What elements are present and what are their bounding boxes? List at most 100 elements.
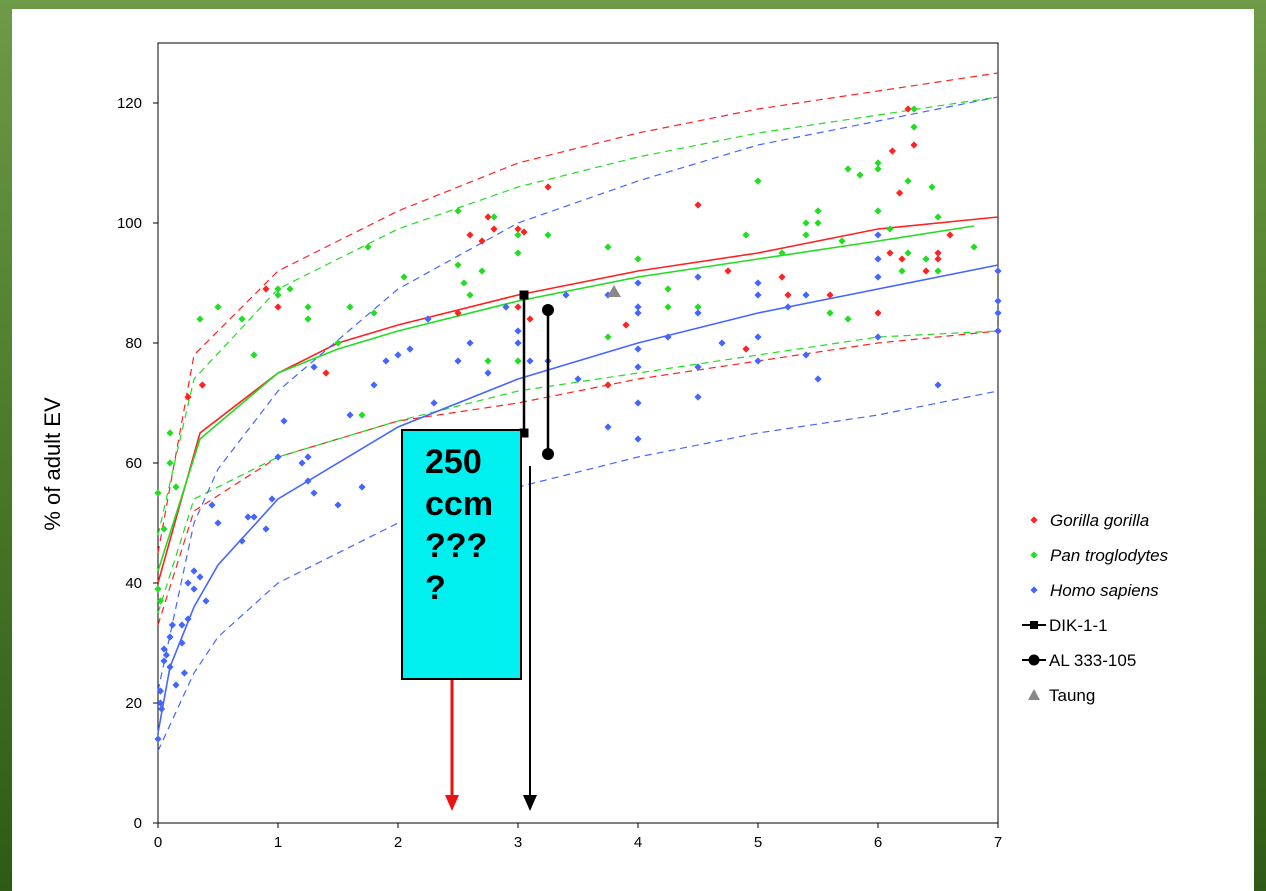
data-point bbox=[154, 735, 162, 743]
data-point bbox=[874, 165, 882, 173]
data-point bbox=[520, 228, 528, 236]
data-point bbox=[334, 339, 342, 347]
data-point bbox=[262, 285, 270, 293]
data-point bbox=[478, 237, 486, 245]
data-point bbox=[490, 225, 498, 233]
lower-bound-curve bbox=[157, 330, 999, 614]
data-point bbox=[604, 381, 612, 389]
data-point bbox=[168, 621, 176, 629]
data-point bbox=[778, 273, 786, 281]
data-point bbox=[454, 309, 462, 317]
data-point bbox=[874, 207, 882, 215]
data-point bbox=[754, 291, 762, 299]
data-point bbox=[886, 249, 894, 257]
fitted-mean-curve bbox=[157, 264, 999, 734]
x-tick-label: 2 bbox=[394, 834, 402, 851]
data-point bbox=[910, 141, 918, 149]
data-point bbox=[238, 537, 246, 545]
data-point bbox=[304, 315, 312, 323]
data-point bbox=[994, 327, 1002, 335]
data-point bbox=[604, 333, 612, 341]
data-point bbox=[888, 147, 896, 155]
data-point bbox=[814, 207, 822, 215]
lower-bound-curve bbox=[157, 390, 999, 752]
legend-marker bbox=[1030, 621, 1038, 629]
data-point bbox=[934, 213, 942, 221]
data-point bbox=[784, 303, 792, 311]
legend-label: Homo sapiens bbox=[1050, 581, 1159, 600]
data-point bbox=[322, 369, 330, 377]
x-tick-label: 3 bbox=[514, 834, 522, 851]
data-point bbox=[838, 237, 846, 245]
data-point bbox=[904, 105, 912, 113]
y-tick-label: 100 bbox=[117, 215, 142, 232]
data-point bbox=[166, 633, 174, 641]
data-point bbox=[358, 483, 366, 491]
data-point bbox=[694, 273, 702, 281]
y-tick-label: 120 bbox=[117, 95, 142, 112]
data-point bbox=[544, 231, 552, 239]
data-point bbox=[562, 291, 570, 299]
data-point bbox=[406, 345, 414, 353]
data-point bbox=[310, 363, 318, 371]
data-point bbox=[742, 231, 750, 239]
data-point bbox=[160, 645, 168, 653]
data-point bbox=[934, 267, 942, 275]
data-point bbox=[946, 231, 954, 239]
data-point bbox=[298, 459, 306, 467]
data-point bbox=[364, 243, 372, 251]
y-tick-label: 80 bbox=[125, 335, 142, 352]
y-axis-title: % of adult EV bbox=[40, 397, 65, 531]
upper-bound-curve bbox=[157, 96, 999, 692]
fitted-mean-curve bbox=[157, 216, 999, 584]
data-point bbox=[874, 159, 882, 167]
data-point bbox=[184, 615, 192, 623]
data-point bbox=[634, 345, 642, 353]
data-point bbox=[844, 165, 852, 173]
data-point bbox=[934, 381, 942, 389]
data-point bbox=[754, 279, 762, 287]
data-point bbox=[622, 321, 630, 329]
fossil-marker bbox=[542, 304, 554, 316]
plot-frame bbox=[157, 42, 999, 824]
data-point bbox=[886, 225, 894, 233]
data-point bbox=[934, 255, 942, 263]
data-point bbox=[280, 417, 288, 425]
data-point bbox=[274, 453, 282, 461]
data-point bbox=[286, 285, 294, 293]
data-point bbox=[544, 183, 552, 191]
data-point bbox=[784, 291, 792, 299]
data-point bbox=[370, 381, 378, 389]
legend-label: Taung bbox=[1049, 686, 1095, 705]
data-point bbox=[844, 315, 852, 323]
data-point bbox=[274, 303, 282, 311]
data-point bbox=[910, 123, 918, 131]
data-point bbox=[162, 651, 170, 659]
data-point bbox=[664, 285, 672, 293]
data-point bbox=[526, 357, 534, 365]
data-point bbox=[358, 411, 366, 419]
x-tick-label: 6 bbox=[874, 834, 882, 851]
data-point bbox=[166, 459, 174, 467]
legend-label: AL 333-105 bbox=[1049, 651, 1136, 670]
lower-bound-curve bbox=[157, 330, 999, 626]
data-point bbox=[238, 315, 246, 323]
data-point bbox=[634, 435, 642, 443]
data-point bbox=[190, 585, 198, 593]
data-point bbox=[160, 525, 168, 533]
data-point bbox=[382, 357, 390, 365]
data-point bbox=[664, 333, 672, 341]
data-point bbox=[634, 309, 642, 317]
fossil-marker bbox=[542, 448, 554, 460]
data-point bbox=[208, 501, 216, 509]
data-point bbox=[574, 375, 582, 383]
data-point bbox=[346, 411, 354, 419]
data-point bbox=[526, 315, 534, 323]
data-point bbox=[514, 327, 522, 335]
data-point bbox=[180, 669, 188, 677]
data-point bbox=[156, 597, 164, 605]
data-point bbox=[778, 249, 786, 257]
legend: Gorilla gorilla Pan troglodytes Homo sapie… bbox=[1022, 511, 1169, 705]
data-point bbox=[802, 231, 810, 239]
data-point bbox=[154, 585, 162, 593]
